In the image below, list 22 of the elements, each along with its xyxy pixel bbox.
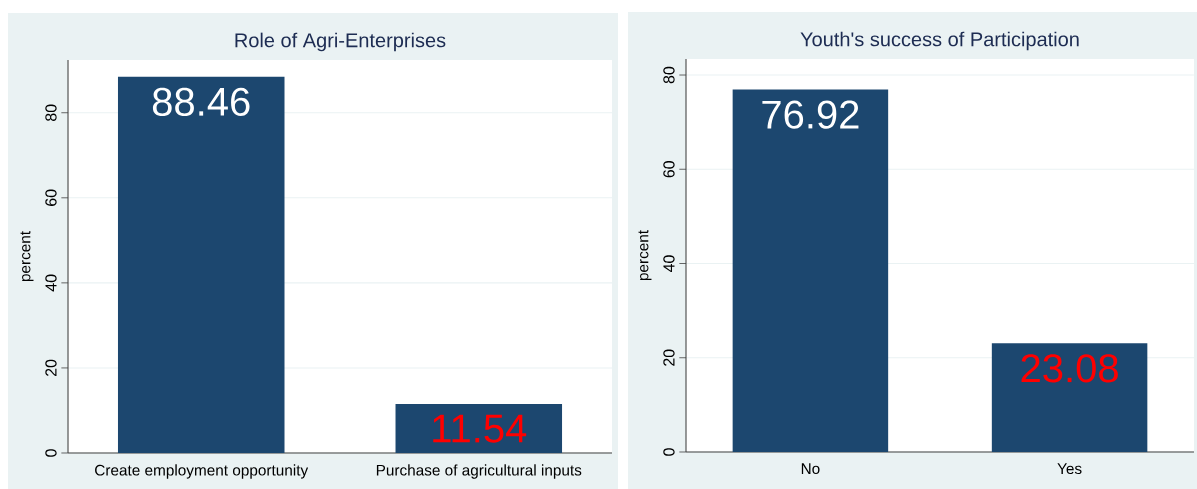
chart-title: Role of Agri-Enterprises (235, 32, 446, 52)
y-axis-title: percent (638, 230, 652, 281)
y-tick-label: 60 (663, 160, 675, 178)
data-label: 88.46 (152, 87, 250, 117)
y-tick-label: 40 (45, 274, 57, 292)
x-tick-label: Create employment opportunity (95, 464, 309, 479)
y-tick-label: 20 (45, 359, 57, 377)
chart-title: Youth's success of Participation (800, 31, 1079, 51)
data-label: 11.54 (433, 414, 527, 443)
x-tick-label: Yes (1057, 463, 1082, 475)
y-tick-label: 0 (45, 449, 57, 457)
y-axis-title: percent (20, 231, 34, 282)
y-tick-label: 40 (663, 255, 675, 273)
data-label: 23.08 (1021, 354, 1118, 383)
y-tick-label: 20 (663, 349, 675, 366)
y-tick-label: 0 (663, 448, 675, 456)
y-tick-label: 80 (45, 104, 57, 121)
x-tick-label: No (801, 463, 820, 475)
y-tick-label: 60 (45, 189, 57, 206)
x-tick-label: Purchase of agricultural inputs (376, 464, 582, 479)
y-tick-label: 80 (663, 66, 675, 84)
data-label: 76.92 (762, 100, 859, 129)
